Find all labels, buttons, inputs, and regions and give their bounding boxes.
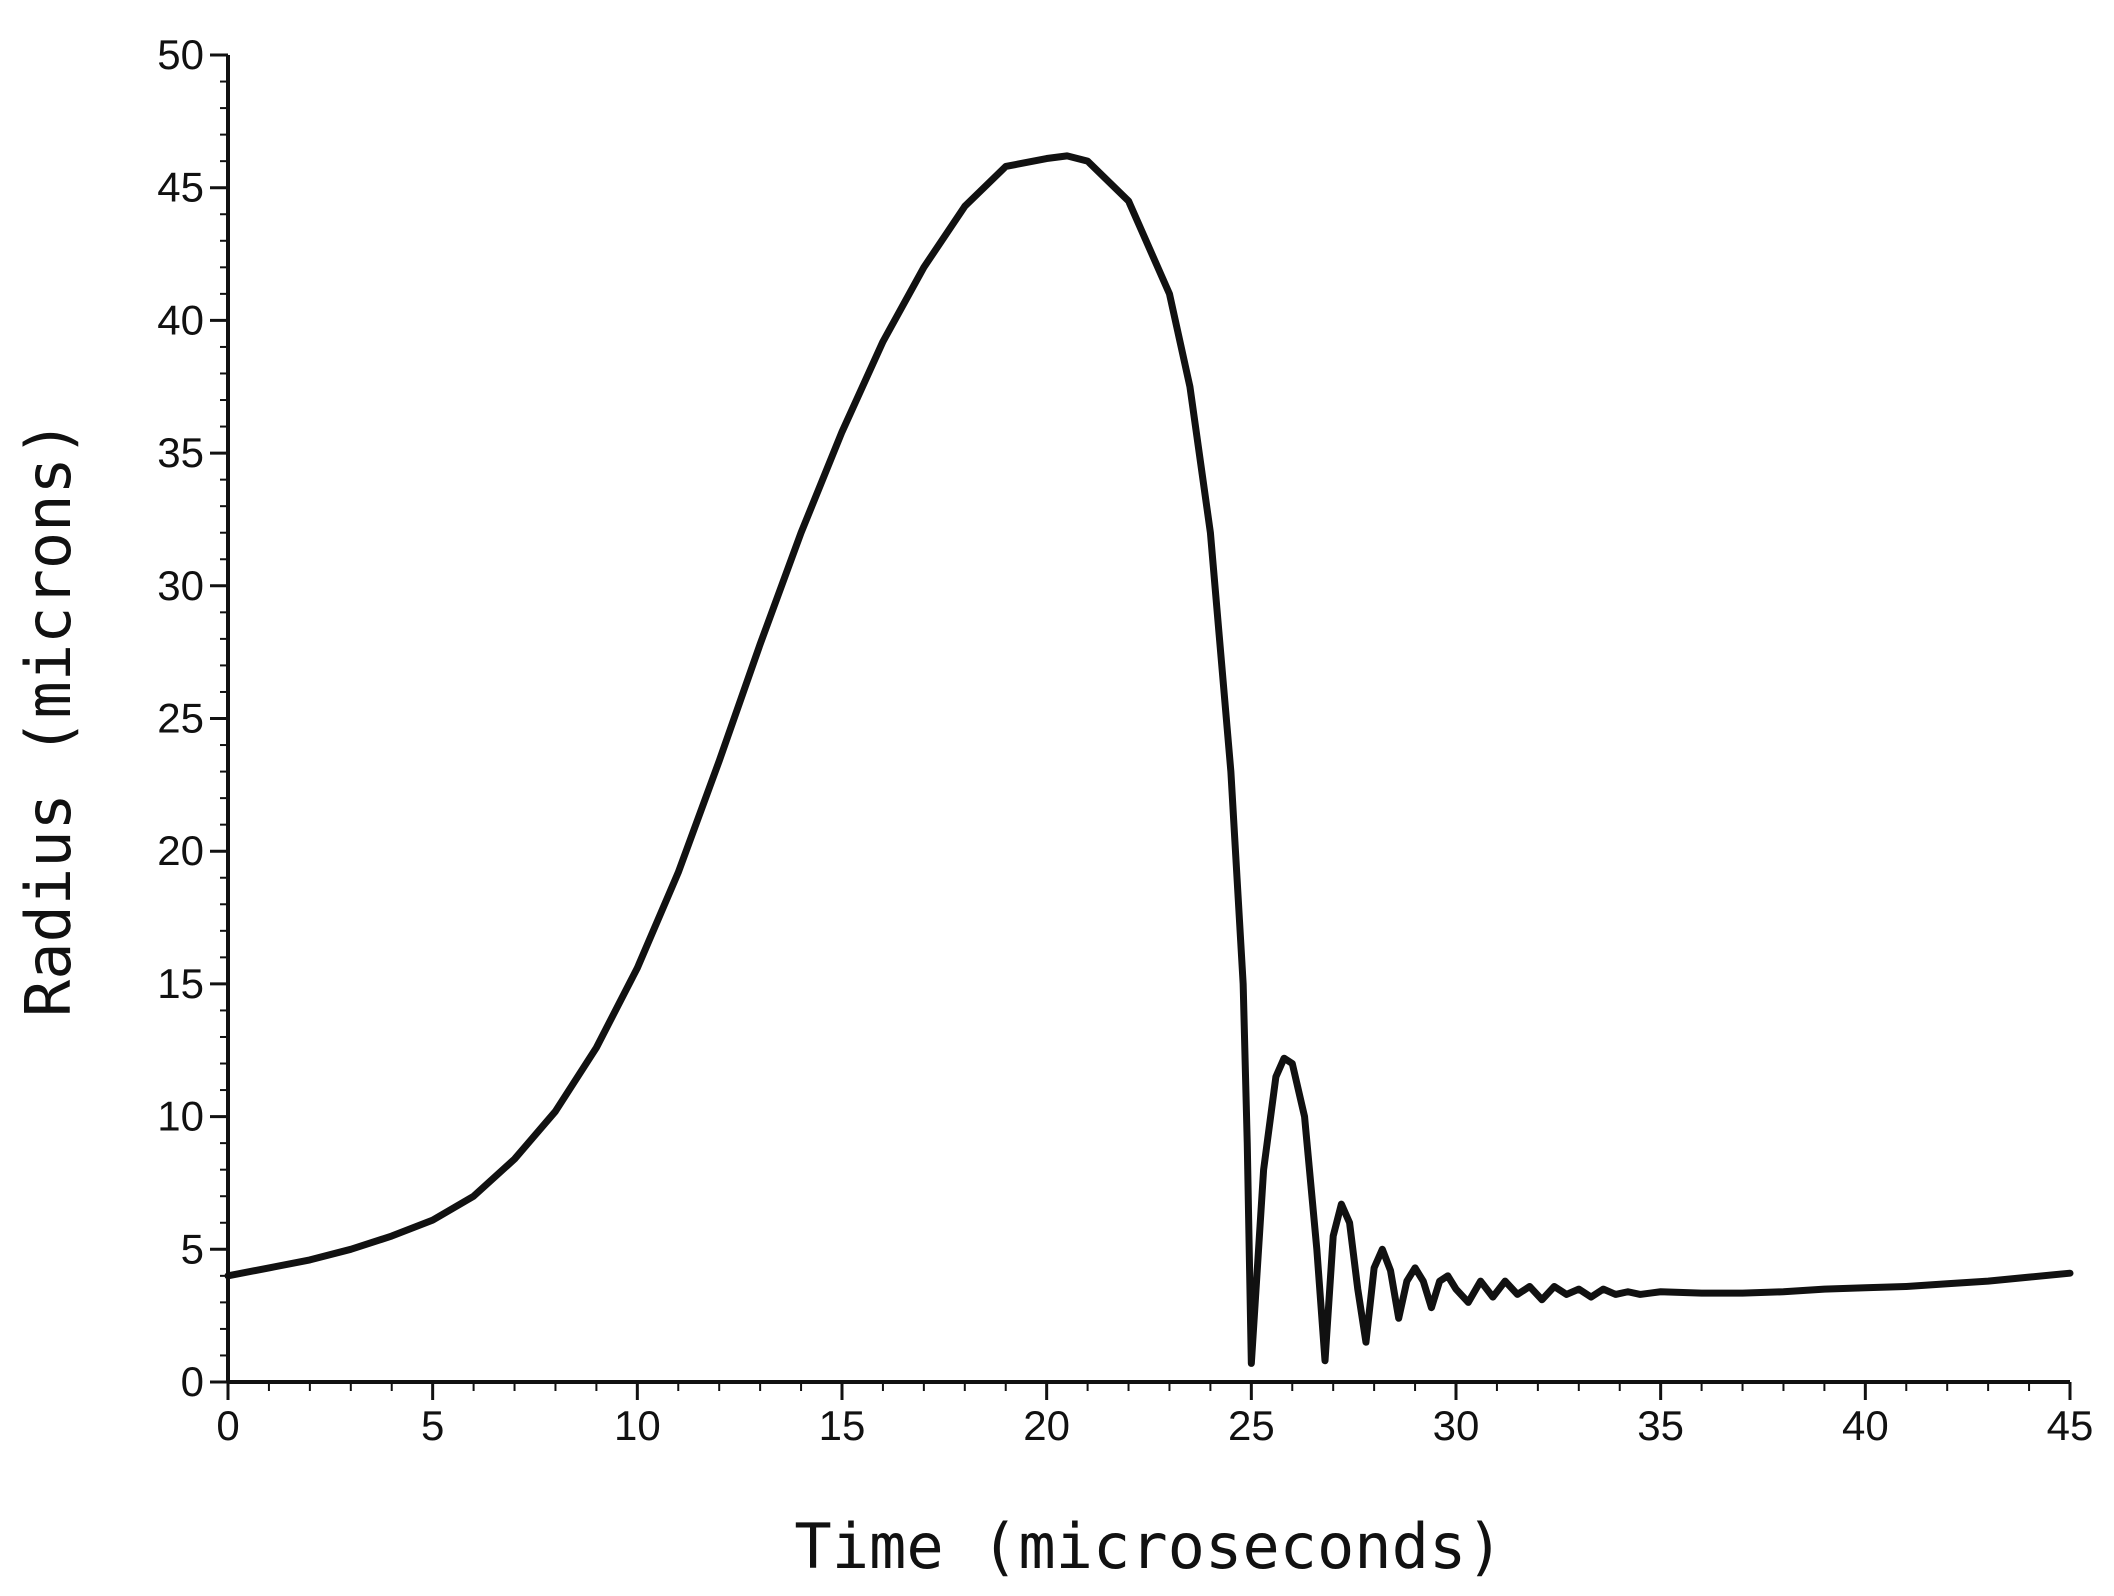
y-tick-label: 45 [157, 164, 204, 211]
y-axis-ticks: 0 5 10 15 20 25 30 35 40 45 50 [157, 31, 228, 1405]
x-axis-ticks: 0 5 10 15 20 25 30 35 40 45 [216, 1382, 2093, 1449]
x-tick-label: 0 [216, 1402, 239, 1449]
series-line [224, 152, 2074, 1367]
y-tick-label: 20 [157, 827, 204, 874]
x-tick-label: 20 [1023, 1402, 1070, 1449]
x-tick-label: 45 [2047, 1402, 2094, 1449]
y-axis-label: Radius (microns) [12, 420, 85, 1017]
y-tick-label: 40 [157, 296, 204, 343]
y-tick-label: 35 [157, 429, 204, 476]
y-tick-label: 15 [157, 960, 204, 1007]
x-tick-label: 5 [421, 1402, 444, 1449]
x-tick-label: 30 [1433, 1402, 1480, 1449]
x-tick-label: 40 [1842, 1402, 1889, 1449]
x-tick-label: 15 [819, 1402, 866, 1449]
y-tick-label: 10 [157, 1093, 204, 1140]
y-tick-label: 50 [157, 31, 204, 78]
x-axis-label: Time (microseconds) [794, 1510, 1503, 1583]
x-tick-label: 10 [614, 1402, 661, 1449]
x-tick-label: 35 [1637, 1402, 1684, 1449]
y-tick-label: 25 [157, 695, 204, 742]
y-tick-label: 30 [157, 562, 204, 609]
y-tick-label: 5 [181, 1225, 204, 1272]
x-tick-label: 25 [1228, 1402, 1275, 1449]
y-tick-label: 0 [181, 1358, 204, 1405]
